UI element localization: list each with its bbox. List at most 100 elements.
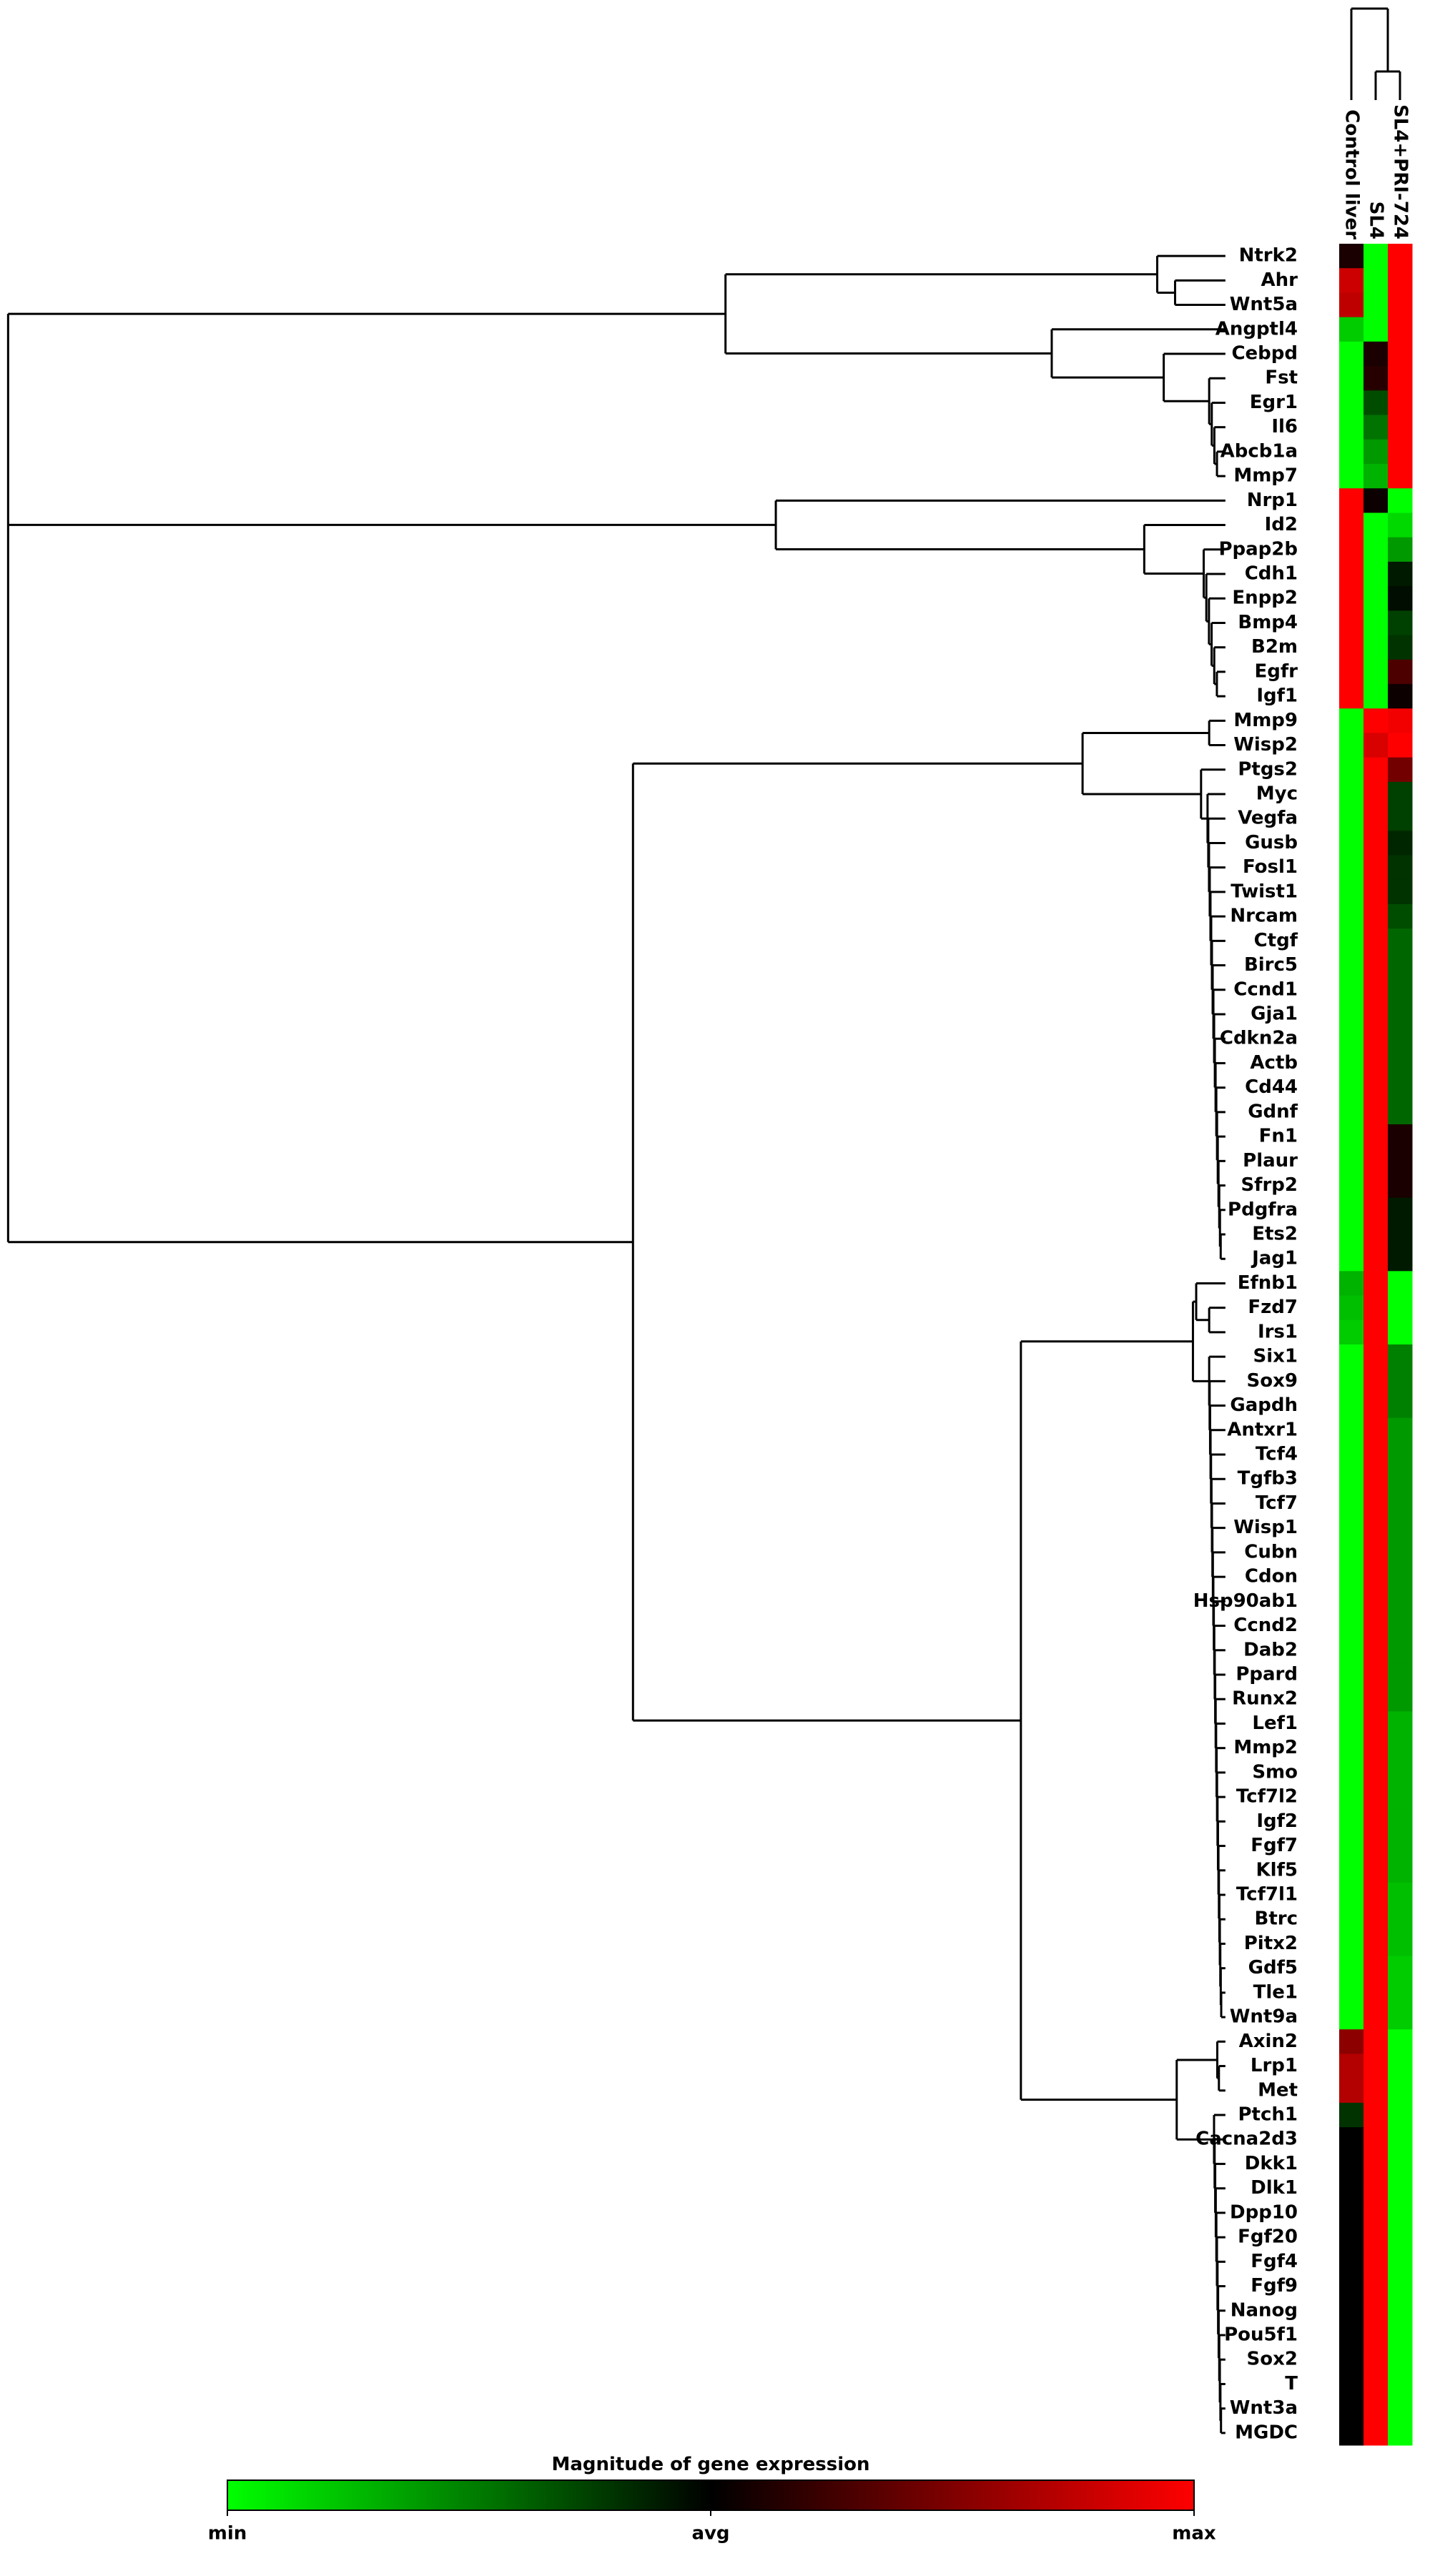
heatmap-cell <box>1388 1124 1413 1149</box>
heatmap-cell <box>1339 1760 1364 1785</box>
colorbar <box>227 2480 1195 2511</box>
row-label: Gja1 <box>1251 1004 1298 1025</box>
row-label: Angptl4 <box>1216 318 1298 340</box>
heatmap-cell <box>1388 1809 1413 1834</box>
row-label: Wnt3a <box>1230 2397 1298 2419</box>
heatmap-cell <box>1339 1393 1364 1419</box>
heatmap-cell <box>1339 1809 1364 1834</box>
heatmap-cell <box>1388 1295 1413 1321</box>
heatmap-cell <box>1364 2298 1389 2324</box>
heatmap-cell <box>1364 1369 1389 1394</box>
heatmap-cell <box>1364 855 1389 881</box>
heatmap-cell <box>1339 928 1364 953</box>
row-label: Ntrk2 <box>1239 245 1298 267</box>
heatmap-cell <box>1364 415 1389 440</box>
heatmap-cell <box>1364 1809 1389 1834</box>
heatmap-cell <box>1388 586 1413 611</box>
heatmap-cell <box>1364 512 1389 538</box>
row-label: Fst <box>1265 367 1298 389</box>
heatmap-cell <box>1364 1149 1389 1174</box>
heatmap-cell <box>1364 1735 1389 1761</box>
heatmap-cell <box>1364 1051 1389 1076</box>
heatmap-cell <box>1388 2249 1413 2274</box>
row-label: Pitx2 <box>1244 1933 1298 1954</box>
heatmap-cell <box>1364 390 1389 416</box>
row-label: Irs1 <box>1258 1321 1298 1342</box>
heatmap-cell <box>1364 2029 1389 2054</box>
heatmap-cell <box>1339 1785 1364 1810</box>
heatmap-cell <box>1339 2249 1364 2274</box>
heatmap-cell <box>1339 806 1364 831</box>
heatmap-cell <box>1339 1956 1364 1981</box>
row-label: Fosl1 <box>1243 856 1298 878</box>
heatmap-cell <box>1388 1613 1413 1639</box>
heatmap-cell <box>1388 2200 1413 2226</box>
column-dendrogram <box>1350 7 1401 100</box>
row-label: T <box>1285 2373 1298 2394</box>
heatmap-cell <box>1388 2102 1413 2128</box>
heatmap-cell <box>1339 1491 1364 1517</box>
heatmap-cell <box>1339 1417 1364 1443</box>
heatmap-cell <box>1364 1442 1389 1467</box>
heatmap-cell <box>1388 1589 1413 1614</box>
heatmap-cell <box>1339 1197 1364 1223</box>
heatmap-cell <box>1388 1540 1413 1565</box>
heatmap-cell <box>1388 561 1413 587</box>
heatmap-cell <box>1339 1735 1364 1761</box>
heatmap-cell <box>1388 1099 1413 1125</box>
heatmap-cell <box>1339 268 1364 293</box>
heatmap-cell <box>1364 1956 1389 1981</box>
heatmap-cell <box>1339 1319 1364 1345</box>
heatmap-cell <box>1364 1247 1389 1272</box>
heatmap-cell <box>1339 2225 1364 2250</box>
heatmap-cell <box>1339 855 1364 881</box>
column-label: SL4+PRI-724 <box>1390 104 1411 239</box>
heatmap-cell <box>1364 1907 1389 1932</box>
row-label: Ccnd2 <box>1233 1615 1298 1636</box>
heatmap-cell <box>1388 244 1413 269</box>
heatmap-cell <box>1364 879 1389 905</box>
row-label: Hsp90ab1 <box>1193 1590 1298 1612</box>
heatmap-cell <box>1388 1271 1413 1297</box>
row-label: Klf5 <box>1256 1859 1298 1881</box>
row-label: Il6 <box>1271 416 1298 437</box>
heatmap-cell <box>1339 488 1364 513</box>
heatmap-cell <box>1364 1319 1389 1345</box>
heatmap-cell <box>1388 708 1413 733</box>
heatmap-cell <box>1388 928 1413 953</box>
heatmap-cell <box>1388 1247 1413 1272</box>
heatmap-cell <box>1388 1711 1413 1737</box>
heatmap-cell <box>1364 2200 1389 2226</box>
heatmap-cell <box>1364 2102 1389 2128</box>
heatmap-cell <box>1364 292 1389 318</box>
heatmap-cell <box>1388 1735 1413 1761</box>
heatmap-cell <box>1364 537 1389 563</box>
row-label: Twist1 <box>1231 881 1298 902</box>
heatmap-cell <box>1339 561 1364 587</box>
heatmap-cell <box>1364 684 1389 709</box>
heatmap-cell <box>1388 1491 1413 1517</box>
heatmap-cell <box>1388 2127 1413 2152</box>
heatmap-cell <box>1364 317 1389 342</box>
heatmap-cell <box>1339 2372 1364 2397</box>
heatmap-cell <box>1364 1173 1389 1199</box>
heatmap-cell <box>1388 2225 1413 2250</box>
heatmap-cell <box>1364 1026 1389 1051</box>
heatmap-cell <box>1364 806 1389 831</box>
row-label: Tcf4 <box>1256 1444 1298 1465</box>
heatmap-cell <box>1339 1442 1364 1467</box>
row-label: Mmp7 <box>1233 465 1298 487</box>
heatmap-cell <box>1388 2298 1413 2324</box>
heatmap-cell <box>1339 1271 1364 1297</box>
heatmap-cell <box>1388 879 1413 905</box>
heatmap-cell <box>1388 488 1413 513</box>
row-label: Efnb1 <box>1238 1272 1298 1294</box>
heatmap-cell <box>1339 439 1364 465</box>
heatmap-cell <box>1364 1638 1389 1663</box>
heatmap-cell <box>1364 1491 1389 1517</box>
heatmap-cell <box>1339 1687 1364 1712</box>
heatmap-cell <box>1388 464 1413 489</box>
heatmap-cell <box>1339 1099 1364 1125</box>
row-label: Fn1 <box>1259 1126 1298 1147</box>
